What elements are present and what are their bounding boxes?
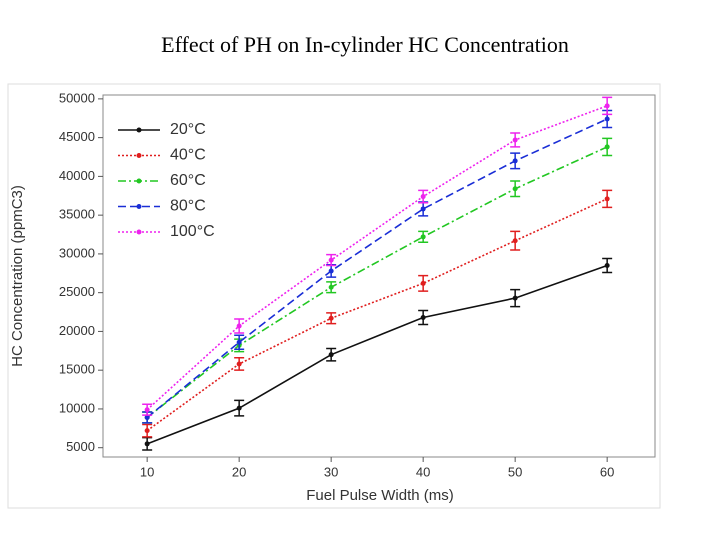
slide-title: Effect of PH on In-cylinder HC Concentra…	[161, 32, 569, 57]
x-tick-label: 50	[508, 464, 522, 479]
marker	[512, 158, 518, 164]
x-tick-label: 20	[232, 464, 246, 479]
marker	[512, 238, 518, 244]
marker	[420, 280, 426, 286]
x-tick-label: 10	[140, 464, 154, 479]
y-axis-label: HC Concentration (ppmC3)	[9, 185, 26, 367]
y-tick-label: 45000	[59, 129, 95, 144]
marker	[328, 315, 334, 321]
series-line	[146, 118, 608, 419]
legend-marker	[136, 204, 142, 209]
marker	[144, 414, 150, 420]
x-tick-label: 60	[600, 464, 614, 479]
marker	[420, 206, 426, 212]
marker	[604, 196, 610, 202]
legend-marker	[136, 153, 142, 158]
legend-label: 20°C	[170, 121, 206, 138]
series-line	[146, 264, 608, 445]
marker	[236, 405, 242, 411]
x-axis-label: Fuel Pulse Width (ms)	[306, 487, 454, 504]
marker	[144, 407, 150, 413]
legend-marker	[136, 229, 142, 235]
chart-frame	[7, 83, 661, 509]
series-line	[146, 198, 608, 432]
marker	[144, 441, 150, 447]
marker	[236, 323, 242, 329]
marker	[420, 314, 426, 320]
marker	[420, 194, 426, 200]
marker	[604, 116, 610, 122]
legend-label: 80°C	[170, 198, 206, 215]
marker	[604, 103, 610, 109]
y-tick-label: 35000	[59, 207, 95, 222]
marker	[328, 268, 334, 274]
legend-label: 100°C	[170, 223, 215, 240]
legend-label: 60°C	[170, 172, 206, 189]
y-tick-label: 25000	[59, 284, 95, 299]
marker	[512, 137, 518, 143]
marker	[604, 263, 610, 269]
marker	[328, 257, 334, 263]
marker	[512, 295, 518, 301]
marker	[144, 428, 150, 434]
legend-label: 40°C	[170, 147, 206, 164]
marker	[420, 234, 426, 240]
y-tick-label: 5000	[66, 439, 95, 454]
series-line	[146, 146, 608, 419]
marker	[512, 186, 518, 192]
y-tick-label: 40000	[59, 168, 95, 183]
legend-marker	[136, 178, 142, 184]
legend-marker	[136, 127, 142, 133]
series-line	[146, 105, 608, 411]
marker	[236, 361, 242, 367]
x-tick-label: 30	[324, 464, 338, 479]
marker	[328, 284, 334, 290]
marker	[604, 144, 610, 150]
marker	[328, 352, 334, 358]
y-tick-label: 50000	[59, 90, 95, 105]
marker	[236, 339, 242, 345]
y-tick-label: 10000	[59, 400, 95, 415]
x-tick-label: 40	[416, 464, 430, 479]
plot-area	[102, 94, 656, 458]
y-tick-label: 15000	[59, 362, 95, 377]
y-tick-label: 20000	[59, 323, 95, 338]
y-tick-label: 30000	[59, 245, 95, 260]
